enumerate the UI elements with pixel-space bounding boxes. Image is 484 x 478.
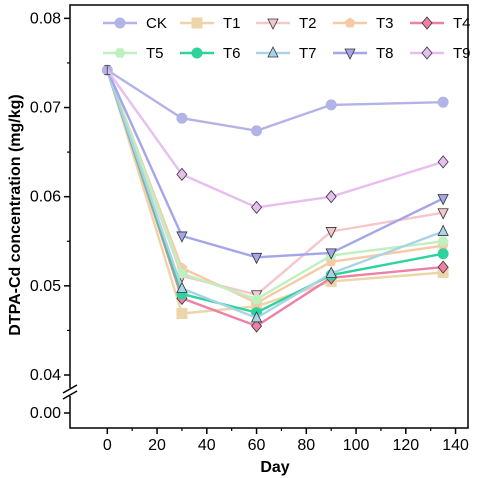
x-tick-label: 0 — [103, 437, 112, 454]
data-point-t7 — [250, 311, 263, 323]
legend-item-ck: CK — [103, 15, 167, 32]
series-layer — [101, 64, 449, 333]
y-tick-label: 0.08 — [30, 10, 61, 27]
data-point-t4 — [437, 260, 449, 274]
data-point-t9 — [176, 167, 188, 182]
legend-marker — [267, 46, 279, 58]
axis-break-mark — [62, 384, 78, 394]
legend-label: T5 — [146, 45, 164, 62]
data-point-t8 — [176, 231, 188, 243]
legend-label: T1 — [223, 15, 241, 32]
legend-item-t6: T6 — [180, 45, 241, 62]
legend-marker — [114, 17, 126, 29]
data-point-t2 — [325, 227, 337, 239]
legend-marker — [191, 47, 203, 59]
data-point-ck — [437, 96, 449, 108]
data-point-t8 — [250, 252, 263, 265]
data-point-t5 — [437, 236, 449, 247]
legend-marker — [421, 46, 433, 60]
x-tick-label: 60 — [248, 437, 266, 454]
legend-marker — [421, 16, 433, 30]
data-point-t2 — [437, 208, 449, 220]
series-line-t8 — [106, 69, 444, 259]
data-point-t8 — [437, 194, 449, 206]
legend: CK T1 T2 T3 T4 T5 T6 T7 T8 T9 — [103, 15, 471, 62]
data-point-t1 — [176, 307, 188, 319]
data-point-t9 — [251, 200, 263, 215]
series-line-t9 — [106, 69, 444, 209]
series-line-t1 — [106, 69, 444, 315]
x-tick-label: 120 — [392, 437, 419, 454]
axis-break-gap — [62, 388, 78, 396]
x-tick-label: 20 — [148, 437, 166, 454]
legend-marker — [191, 17, 203, 29]
data-point-ck — [251, 125, 263, 137]
legend-label: T9 — [453, 45, 471, 62]
plot-frame — [69, 4, 469, 429]
axes-layer: 0.04 0.05 0.06 0.07 0.08 0.00 0 20 40 60 80 100 120 1… — [30, 4, 469, 454]
y-tick-label: 0.06 — [30, 189, 61, 206]
legend-item-t9: T9 — [410, 45, 471, 62]
series-t9 — [106, 69, 449, 215]
legend-label: T3 — [376, 15, 394, 32]
legend-label: CK — [146, 15, 167, 32]
data-point-t5 — [251, 294, 263, 304]
series-line-ck — [106, 69, 444, 132]
data-point-t9 — [437, 155, 449, 169]
legend-item-t3: T3 — [333, 15, 394, 32]
legend-marker — [344, 48, 356, 60]
series-t1 — [106, 69, 449, 319]
y-tick-label: 0.05 — [30, 278, 61, 295]
data-point-t6 — [437, 248, 449, 260]
legend-label: T4 — [453, 15, 471, 32]
legend-item-t7: T7 — [256, 45, 317, 62]
legend-label: T2 — [299, 15, 317, 32]
data-point-t9 — [325, 190, 337, 204]
x-axis-title: Day — [260, 459, 289, 476]
y-tick-label: 0.04 — [30, 367, 61, 384]
data-point-ck — [325, 99, 337, 111]
x-tick-label: 140 — [442, 437, 469, 454]
x-tick-label: 80 — [297, 437, 315, 454]
legend-marker — [114, 48, 126, 58]
y-axis-title: DTPA-Cd concentration (mg/kg) — [7, 94, 24, 335]
series-t6 — [106, 69, 449, 319]
legend-item-t8: T8 — [333, 45, 394, 62]
data-point-t4 — [251, 319, 263, 333]
series-ck — [101, 64, 449, 137]
y-tick-label: 0.07 — [30, 100, 61, 117]
x-tick-label: 100 — [343, 437, 370, 454]
legend-label: T6 — [223, 45, 241, 62]
series-t5 — [106, 69, 449, 304]
legend-marker — [344, 17, 356, 28]
x-tick-label: 40 — [198, 437, 216, 454]
series-t7 — [106, 69, 449, 323]
data-point-t7 — [437, 224, 449, 236]
legend-item-t1: T1 — [180, 15, 241, 32]
series-line-t3 — [106, 69, 444, 304]
legend-item-t2: T2 — [256, 15, 317, 32]
legend-label: T8 — [376, 45, 394, 62]
series-t4 — [106, 69, 449, 333]
legend-marker — [267, 18, 279, 30]
data-point-t7 — [325, 266, 337, 278]
data-point-t7 — [176, 281, 188, 293]
axis-break-mark — [62, 390, 78, 400]
y-tick-label: 0.00 — [30, 405, 61, 422]
data-point-ck — [176, 112, 188, 124]
data-point-t8 — [325, 248, 337, 260]
series-line-t7 — [106, 69, 444, 320]
legend-item-t4: T4 — [410, 15, 471, 32]
legend-item-t5: T5 — [103, 45, 164, 62]
legend-label: T7 — [299, 45, 317, 62]
series-t8 — [106, 69, 449, 265]
